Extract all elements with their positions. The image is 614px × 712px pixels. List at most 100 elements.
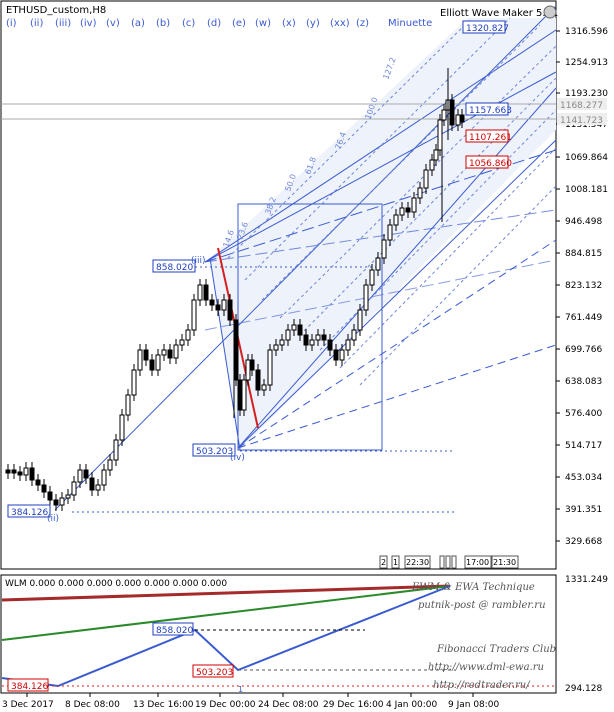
svg-text:1168.277: 1168.277 [560, 101, 603, 111]
price-axis-label: 699.766 [565, 345, 602, 355]
indicator-title: Elliott Wave Maker 5.61 [440, 8, 558, 19]
candle [363, 284, 369, 311]
candle [125, 394, 131, 416]
candle [437, 119, 443, 151]
price-axis-label: 946.498 [565, 217, 602, 227]
wave-button-4[interactable]: (v) [106, 18, 120, 29]
candle [227, 299, 233, 321]
settings-icon[interactable] [543, 5, 557, 19]
candle [321, 334, 327, 341]
wave-button-7[interactable]: (c) [182, 18, 195, 29]
price-axis-label: 514.717 [565, 441, 602, 451]
candle [65, 494, 71, 499]
wave-button-0[interactable]: (i) [6, 18, 17, 29]
price-axis-label: 329.668 [565, 537, 602, 547]
time-label: 3 Dec 2017 [2, 700, 54, 710]
price-tag: 384.126 [11, 508, 48, 518]
candle [35, 479, 41, 486]
sub-tags: 858.020 503.203 384.126 [7, 622, 234, 692]
candle [423, 169, 429, 189]
wave-button-11[interactable]: (x) [282, 18, 296, 29]
candle [315, 334, 321, 341]
candle [89, 477, 95, 491]
candle [381, 239, 387, 259]
candle [83, 469, 89, 479]
price-tag: 1157.663 [469, 106, 512, 116]
watermark-line: http://redtrader.ru/ [433, 680, 531, 691]
price-axis-label: 1254.913 [565, 58, 608, 68]
candle [179, 339, 185, 346]
candle [113, 439, 119, 461]
candle [41, 484, 47, 493]
wave-label-ii: (ii) [47, 514, 59, 524]
time-label: 4 Jan 00:00 [386, 700, 438, 710]
candle [279, 339, 285, 346]
price-tag: 1107.261 [469, 133, 512, 143]
channel-lines [54, 5, 557, 511]
candle [273, 344, 279, 351]
candle [95, 484, 101, 491]
wave-button-6[interactable]: (b) [156, 18, 170, 29]
wave-button-3[interactable]: (iv) [80, 18, 97, 29]
candle [297, 324, 303, 336]
candle [375, 257, 381, 271]
candle [221, 299, 227, 311]
watermark-line: putnik-post @ rambler.ru [418, 600, 546, 611]
candle [29, 467, 35, 481]
wave-button-1[interactable]: (ii) [30, 18, 43, 29]
candle [233, 319, 239, 381]
price-axis-label: 823.132 [565, 281, 602, 291]
wave-button-5[interactable]: (a) [131, 18, 145, 29]
price-axis-label: 1316.596 [565, 27, 608, 37]
candle [399, 207, 405, 216]
session-label: 17:00 [466, 558, 489, 567]
candle [245, 359, 251, 381]
sub-marker: 1 [238, 685, 243, 694]
candle [339, 349, 345, 361]
degree-label[interactable]: Minuette [388, 18, 432, 29]
candle [357, 309, 363, 331]
candle [77, 469, 83, 483]
wave-button-13[interactable]: (xx) [330, 18, 350, 29]
wave-button-9[interactable]: (e) [232, 18, 246, 29]
candle [333, 349, 339, 361]
wave-button-12[interactable]: (y) [306, 18, 320, 29]
session-label: 22:30 [406, 558, 429, 567]
candle [441, 109, 447, 121]
candle [5, 469, 11, 474]
candle [249, 359, 255, 371]
wave-label-iv: (iv) [230, 453, 245, 463]
candle [131, 369, 137, 396]
session-label: 1 [393, 558, 398, 567]
wave-buttons[interactable]: (i) (ii) (iii) (iv) (v) (a) (b) (c) (d) (e) (w) (x)… [6, 18, 369, 29]
candle [455, 114, 461, 126]
wave-button-8[interactable]: (d) [207, 18, 221, 29]
wave-button-2[interactable]: (iii) [55, 18, 71, 29]
candle [237, 379, 243, 411]
sub-window-frame [0, 574, 557, 694]
candle [155, 354, 161, 371]
watermark-line: http://www.dml-ewa.ru [428, 662, 544, 673]
session-boxes[interactable]: 2 1 22:30 17:00 21:30 [379, 555, 519, 569]
price-axis-label: 1008.181 [565, 185, 608, 195]
candle [285, 329, 291, 341]
price-tag: 1320.827 [466, 24, 509, 34]
price-axis-label: 1069.864 [565, 153, 608, 163]
watermark: EWM & EWA Technique putnik-post @ rambler… [411, 582, 556, 691]
price-axis-label: 1193.230 [565, 89, 608, 99]
price-axis-label: 453.034 [565, 473, 602, 483]
sub-scale-bottom: 294.128 [565, 684, 602, 694]
sub-tag: 384.126 [11, 682, 48, 692]
candle [433, 149, 439, 161]
candle [53, 499, 59, 506]
wave-button-10[interactable]: (w) [255, 18, 271, 29]
wave-button-14[interactable]: (z) [356, 18, 369, 29]
session-label: 21:30 [493, 558, 516, 567]
candle [11, 469, 17, 474]
channel-fill [210, 18, 556, 450]
svg-text:1141.723: 1141.723 [560, 116, 603, 126]
candle [17, 471, 23, 476]
candle [309, 339, 315, 346]
price-tags: 1320.827 1157.663 1107.261 1056.860 858.020 5… [7, 20, 512, 518]
